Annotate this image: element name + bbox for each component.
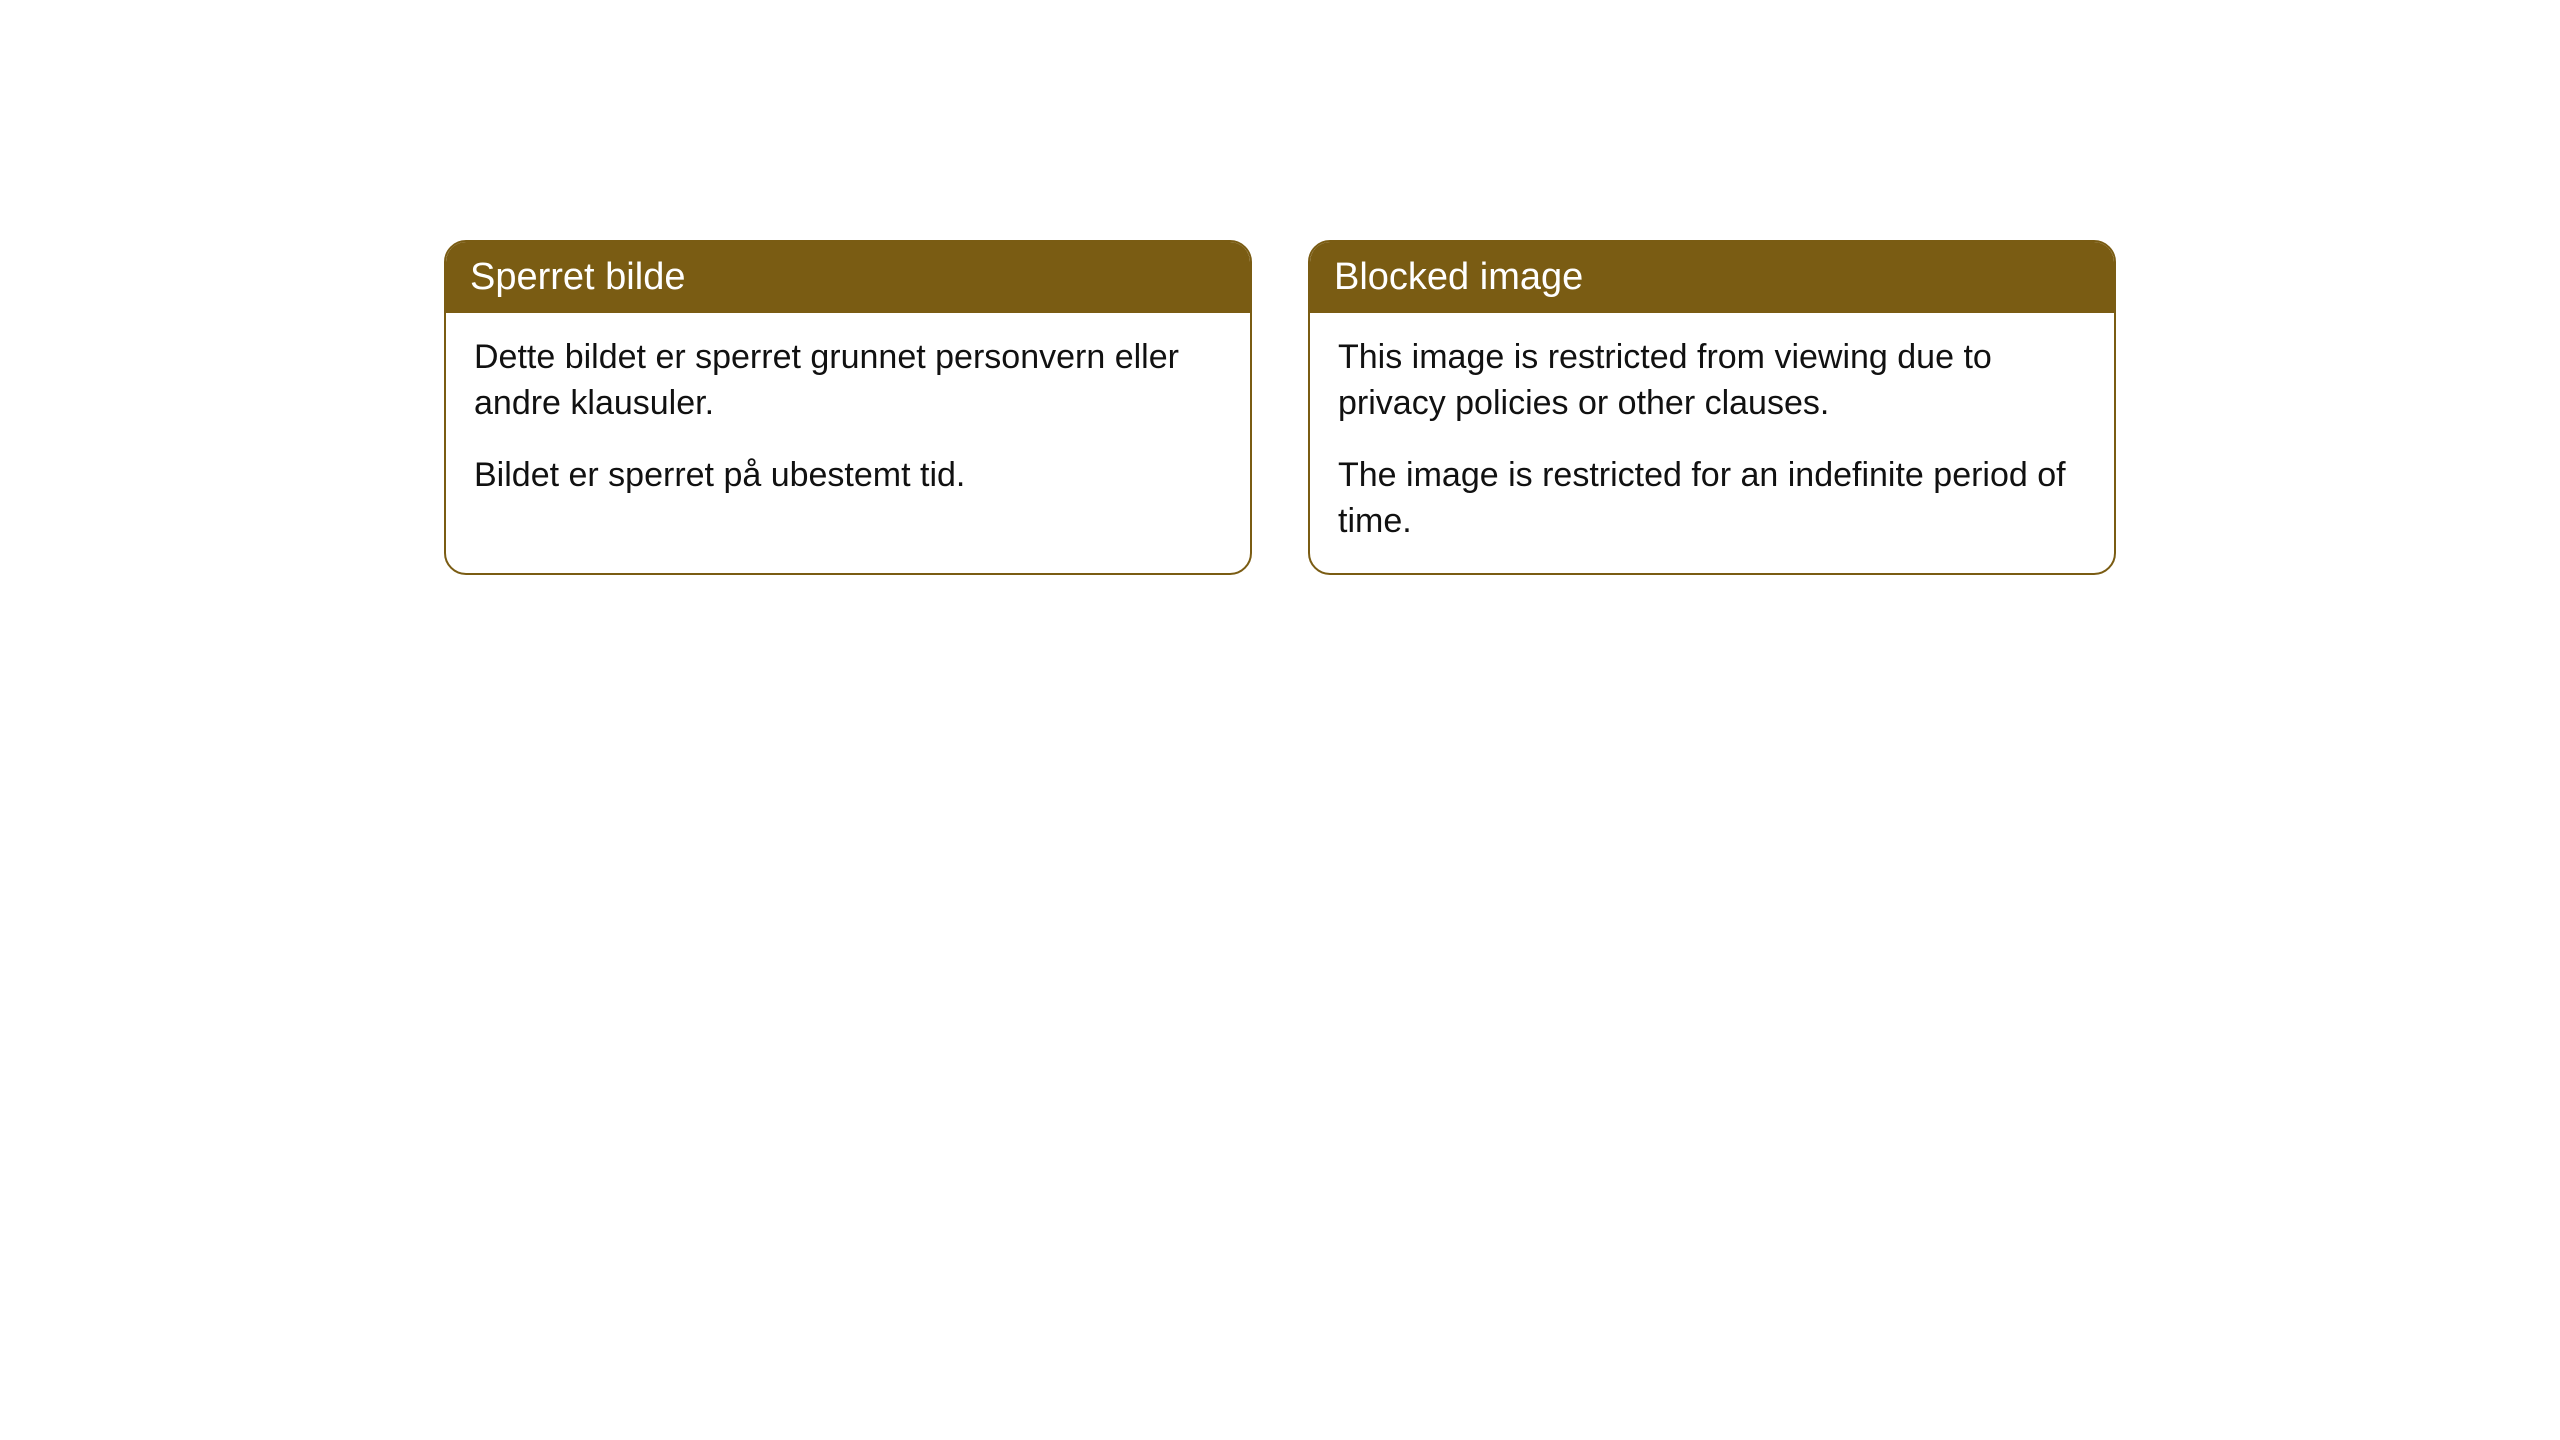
card-body: Dette bildet er sperret grunnet personve…	[446, 313, 1250, 527]
card-paragraph: The image is restricted for an indefinit…	[1338, 453, 2086, 545]
card-paragraph: This image is restricted from viewing du…	[1338, 335, 2086, 427]
notice-card-norwegian: Sperret bilde Dette bildet er sperret gr…	[444, 240, 1252, 575]
card-header: Sperret bilde	[446, 242, 1250, 313]
card-paragraph: Bildet er sperret på ubestemt tid.	[474, 453, 1222, 499]
notice-card-english: Blocked image This image is restricted f…	[1308, 240, 2116, 575]
card-body: This image is restricted from viewing du…	[1310, 313, 2114, 573]
card-header: Blocked image	[1310, 242, 2114, 313]
card-paragraph: Dette bildet er sperret grunnet personve…	[474, 335, 1222, 427]
notice-container: Sperret bilde Dette bildet er sperret gr…	[0, 240, 2560, 575]
